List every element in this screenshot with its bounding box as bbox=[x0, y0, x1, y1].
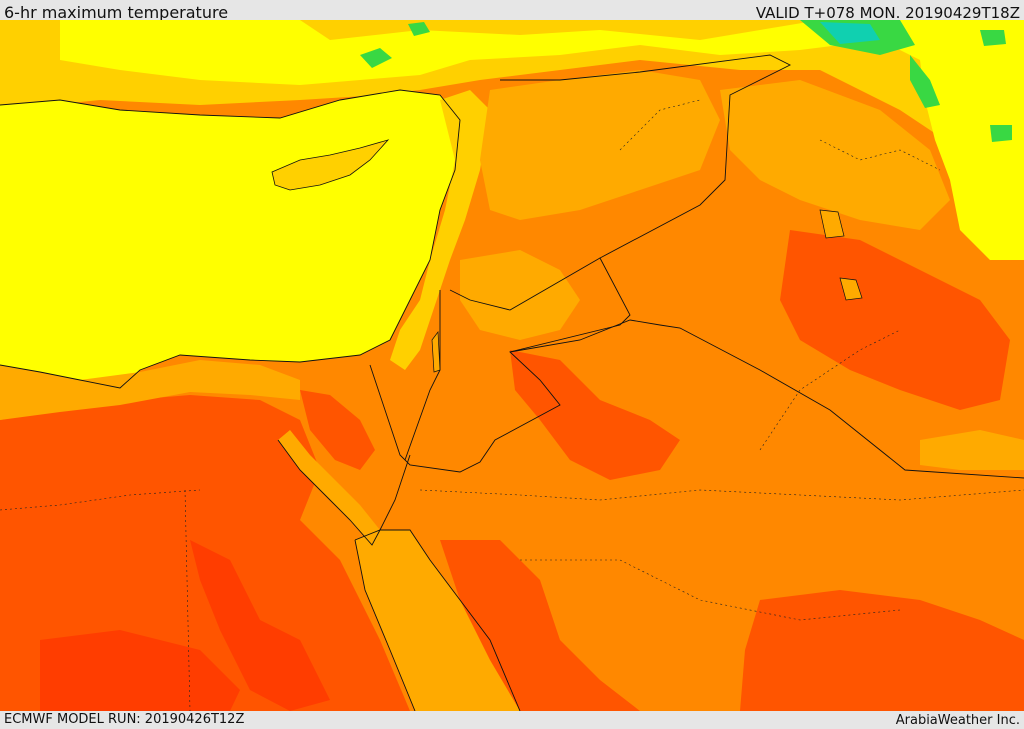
iraq-lake-2 bbox=[839, 277, 863, 301]
coastlines bbox=[0, 89, 521, 711]
egypt-extreme bbox=[40, 630, 240, 711]
east-warm bbox=[920, 430, 1024, 470]
red-sea bbox=[355, 530, 520, 711]
internal-boundaries bbox=[0, 99, 1024, 711]
saudi-hot-2 bbox=[440, 540, 640, 711]
credit-label: ArabiaWeather Inc. bbox=[895, 713, 1020, 728]
iraq-hot bbox=[780, 230, 1010, 410]
saudi-hot-4 bbox=[300, 390, 375, 470]
cool-patch-e bbox=[990, 125, 1012, 142]
cyprus-island bbox=[271, 139, 390, 191]
cool-patch-ne-teal bbox=[820, 22, 880, 44]
gulf-of-suez bbox=[278, 430, 380, 545]
temperature-map bbox=[0, 20, 1024, 711]
cool-patch-north-2 bbox=[408, 22, 430, 36]
header-bar bbox=[0, 0, 1024, 20]
north-mild-east bbox=[920, 50, 1024, 260]
egypt-coast-warm bbox=[0, 360, 300, 420]
country-borders bbox=[369, 54, 1024, 479]
model-run-label: ECMWF MODEL RUN: 20190426T12Z bbox=[4, 712, 245, 727]
iraq-warm bbox=[720, 80, 950, 230]
saudi-hot-1 bbox=[510, 350, 680, 480]
egypt-extreme-2 bbox=[190, 540, 330, 711]
saudi-hot-3 bbox=[740, 590, 1024, 711]
iraq-lake-1 bbox=[819, 209, 845, 239]
map-title: 6-hr maximum temperature bbox=[4, 3, 229, 22]
cool-patch-far-ne bbox=[980, 30, 1006, 46]
north-mild-band bbox=[60, 20, 1024, 120]
cool-patch-north-1 bbox=[360, 48, 392, 68]
levant-coast bbox=[390, 90, 490, 370]
dead-sea bbox=[431, 331, 441, 373]
cool-patch-ne-2 bbox=[910, 55, 940, 108]
valid-time-label: VALID T+078 MON. 20190429T18Z bbox=[755, 4, 1020, 22]
jordan-warm bbox=[460, 250, 580, 340]
syria-warm bbox=[480, 70, 720, 220]
footer-bar bbox=[0, 711, 1024, 729]
